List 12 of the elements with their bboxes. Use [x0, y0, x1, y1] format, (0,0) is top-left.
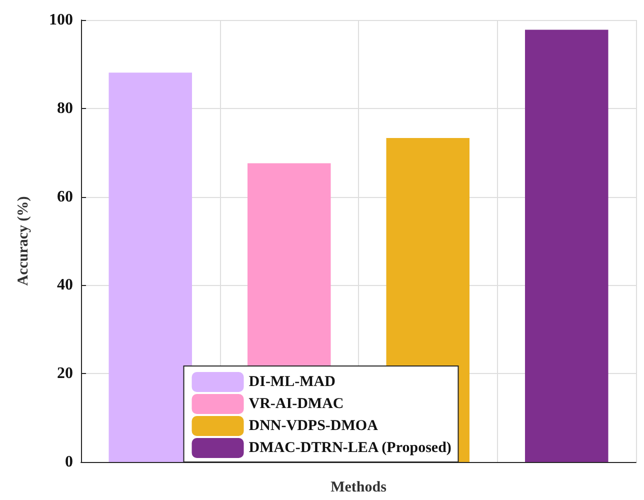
legend-label: DNN-VDPS-DMOA: [248, 418, 378, 434]
y-tick-label: 60: [57, 188, 73, 206]
x-axis-title: Methods: [330, 480, 387, 496]
y-tick-label: 20: [57, 365, 73, 382]
y-axis-title: Accuracy (%): [16, 196, 32, 286]
y-tick-label: 40: [57, 276, 73, 294]
y-tick-label: 80: [57, 100, 73, 117]
y-tick-label: 0: [65, 454, 73, 470]
legend-label: DMAC-DTRN-LEA (Proposed): [248, 440, 452, 456]
y-tick-label: 100: [49, 12, 73, 28]
legend-label: VR-AI-DMAC: [248, 396, 344, 412]
legend-label: DI-ML-MAD: [248, 374, 336, 390]
